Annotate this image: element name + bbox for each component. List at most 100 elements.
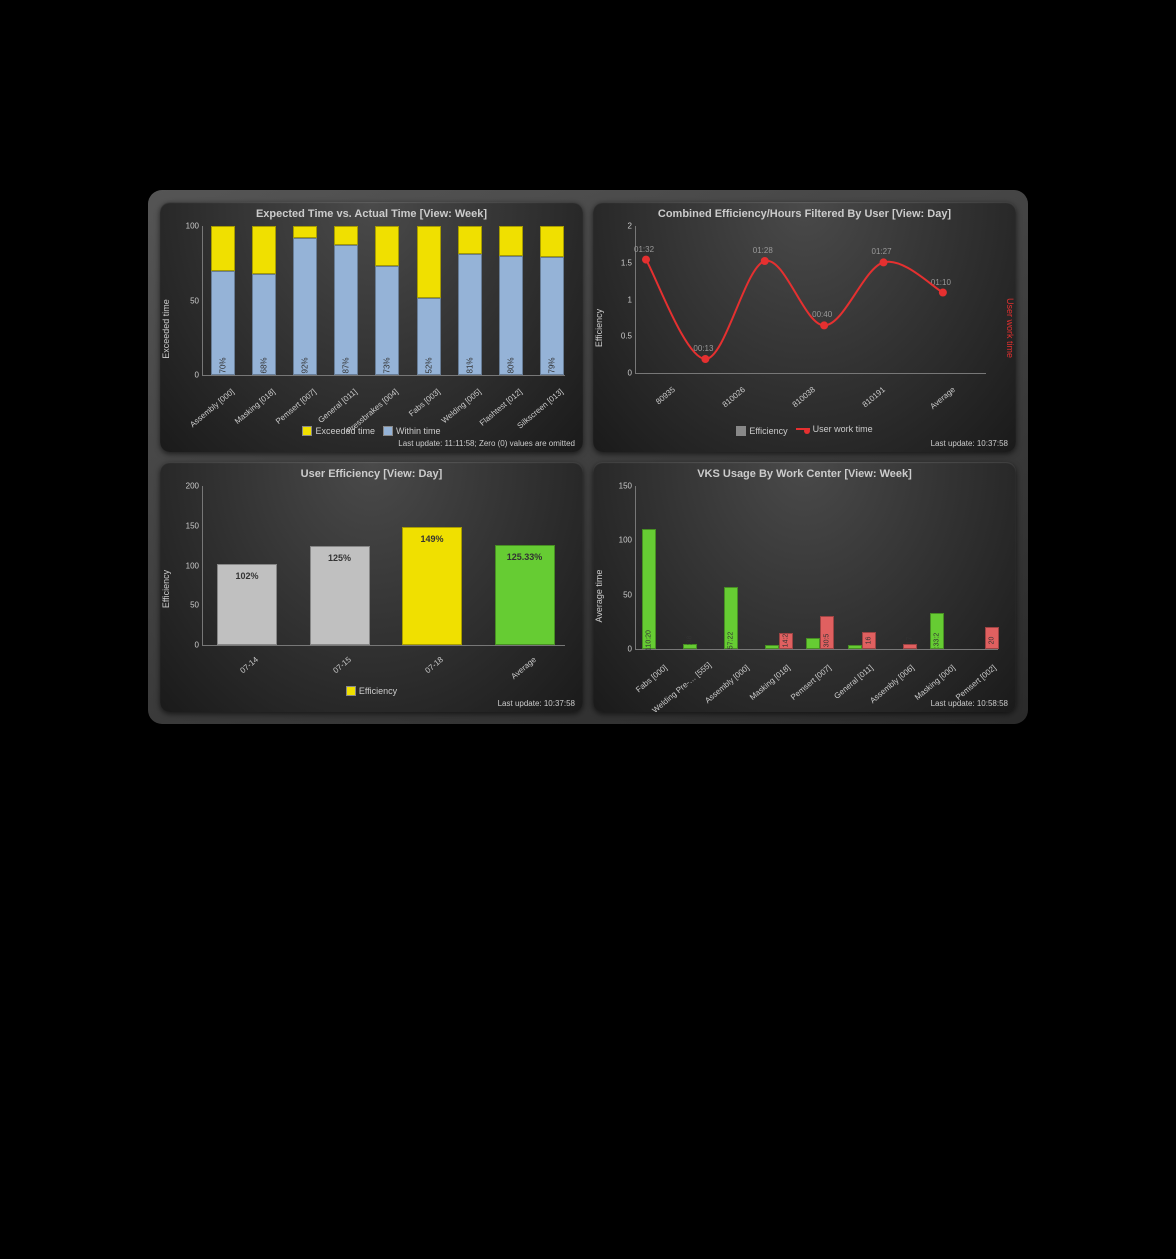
bar-value-label: 79%: [547, 357, 556, 373]
bar-group: 110:20: [642, 486, 672, 649]
plot-area: 05010070%68%92%87%73%52%81%80%79%Assembl…: [202, 226, 565, 376]
bar-value-label: 87%: [342, 357, 351, 373]
bar-exceeded: [499, 226, 523, 256]
bar-value-label: 57:22: [728, 632, 735, 650]
bar-value-label: 14:2: [783, 634, 790, 648]
bar-rect: [765, 645, 779, 649]
bar-value-label: 125%: [328, 553, 351, 563]
bar: 149%: [402, 486, 462, 645]
y-axis-label: Exceeded time: [161, 299, 171, 359]
panel-title: Expected Time vs. Actual Time [View: Wee…: [168, 208, 575, 220]
bar-rect: 149%: [402, 527, 462, 645]
bar-value-label: :38: [687, 636, 694, 646]
chart-body: Average time 050100150110:20:3857:2214:2…: [601, 484, 1008, 698]
bar-value-label: 20: [988, 637, 995, 645]
bar-value-label: 70%: [219, 357, 228, 373]
bar-within: 92%: [293, 238, 317, 375]
bar-value-label: 80%: [506, 357, 515, 373]
bar-group: 30:5: [806, 486, 836, 649]
chart-body: Efficiency User work time 00.511.5201:32…: [601, 224, 1008, 422]
data-point: [820, 321, 828, 329]
bar: 73%: [375, 226, 399, 375]
bar-exceeded: [334, 226, 358, 245]
y-tick: 1.5: [606, 258, 632, 267]
y-tick: 1: [606, 295, 632, 304]
y-tick: 150: [173, 521, 199, 530]
bar-value-label: :33:2: [933, 633, 940, 649]
footer-text: Last update: 11:11:58; Zero (0) values a…: [168, 439, 575, 448]
footer-text: Last update: 10:37:58: [601, 439, 1008, 448]
bar-within: 73%: [375, 266, 399, 375]
bar-rect: :38: [683, 644, 697, 649]
bar-value-label: 125.33%: [507, 552, 543, 562]
bar-rect: 125%: [310, 546, 370, 645]
y-tick: 0: [173, 641, 199, 650]
panel-user-efficiency: User Efficiency [View: Day] Efficiency 0…: [160, 462, 583, 712]
data-point: [939, 289, 947, 297]
bar-value-label: 17: [906, 637, 913, 645]
bar-exceeded: [252, 226, 276, 274]
bar: 68%: [252, 226, 276, 375]
bar: 125.33%: [495, 486, 555, 645]
bar-rect: 57:22: [724, 587, 738, 649]
bar: 87%: [334, 226, 358, 375]
panel-vks-usage: VKS Usage By Work Center [View: Week] Av…: [593, 462, 1016, 712]
bar: 70%: [211, 226, 235, 375]
bar-exceeded: [375, 226, 399, 266]
bar: 125%: [310, 486, 370, 645]
y-tick: 2: [606, 222, 632, 231]
bar: 102%: [217, 486, 277, 645]
plot-area: 050100150110:20:3857:2214:230:51617:33:2…: [635, 486, 998, 650]
bar-group: :33:2: [930, 486, 960, 649]
bar-rect: 125.33%: [495, 545, 555, 645]
bar: 52%: [417, 226, 441, 375]
legend-swatch: [346, 686, 356, 696]
bar-rect: 110:20: [642, 529, 656, 649]
y-axis-label: Average time: [594, 570, 604, 623]
bar-group: :38: [683, 486, 713, 649]
y-tick: 0: [606, 645, 632, 654]
bar-rect: [806, 638, 820, 649]
bar-exceeded: [293, 226, 317, 238]
bar-exceeded: [211, 226, 235, 271]
legend-item: Efficiency: [346, 686, 397, 696]
bar: 81%: [458, 226, 482, 375]
bar-within: 87%: [334, 245, 358, 375]
bar-value-label: 16: [865, 637, 872, 645]
data-point: [701, 355, 709, 363]
y-axis-label-left: Efficiency: [594, 309, 604, 347]
plot-area: 050100150200102%125%149%125.33%07-1407-1…: [202, 486, 565, 646]
data-point: [761, 257, 769, 265]
bar-value-label: 73%: [383, 357, 392, 373]
dashboard: Expected Time vs. Actual Time [View: Wee…: [148, 190, 1028, 724]
panel-title: Combined Efficiency/Hours Filtered By Us…: [601, 208, 1008, 220]
bar-within: 80%: [499, 256, 523, 375]
bar: 92%: [293, 226, 317, 375]
bar-within: 79%: [540, 257, 564, 375]
bar-rect: 16: [862, 632, 876, 649]
footer-text: Last update: 10:37:58: [168, 699, 575, 708]
bar-value-label: 92%: [301, 357, 310, 373]
bar-within: 52%: [417, 298, 441, 375]
bar-rect: 20: [985, 627, 999, 649]
bar-exceeded: [458, 226, 482, 254]
chart-body: Exceeded time 05010070%68%92%87%73%52%81…: [168, 224, 575, 424]
bar-value-label: 149%: [420, 534, 443, 544]
bar-value-label: 110:20: [646, 630, 653, 651]
y-tick: 50: [606, 590, 632, 599]
bar-rect: 30:5: [820, 616, 834, 649]
bar-within: 68%: [252, 274, 276, 375]
y-tick: 100: [173, 222, 199, 231]
y-tick: 50: [173, 601, 199, 610]
bar-within: 81%: [458, 254, 482, 375]
bar-rect: 102%: [217, 564, 277, 645]
bar-value-label: 30:5: [824, 634, 831, 648]
bar-within: 70%: [211, 271, 235, 375]
chart-body: Efficiency 050100150200102%125%149%125.3…: [168, 484, 575, 684]
bar: 79%: [540, 226, 564, 375]
y-tick: 150: [606, 482, 632, 491]
y-axis-label-right: User work time: [1005, 298, 1015, 358]
bar-exceeded: [417, 226, 441, 298]
bar-rect: 17: [903, 644, 917, 649]
panel-expected-vs-actual: Expected Time vs. Actual Time [View: Wee…: [160, 202, 583, 452]
